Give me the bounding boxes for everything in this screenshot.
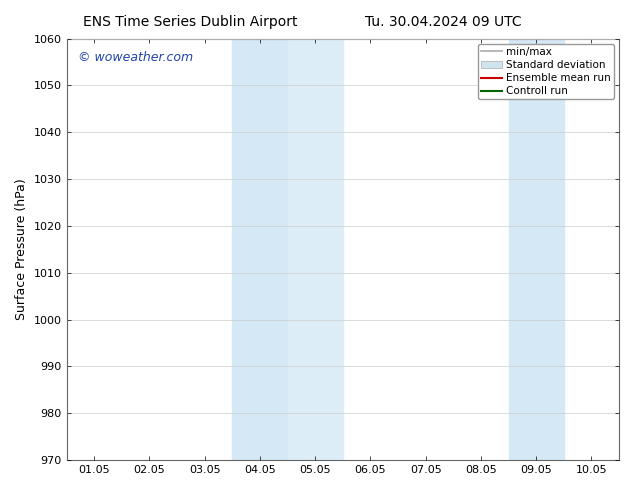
Bar xyxy=(288,39,343,460)
Text: © woweather.com: © woweather.com xyxy=(77,51,193,64)
Y-axis label: Surface Pressure (hPa): Surface Pressure (hPa) xyxy=(15,178,28,320)
Text: Tu. 30.04.2024 09 UTC: Tu. 30.04.2024 09 UTC xyxy=(365,15,522,29)
Legend: min/max, Standard deviation, Ensemble mean run, Controll run: min/max, Standard deviation, Ensemble me… xyxy=(478,44,614,99)
Text: ENS Time Series Dublin Airport: ENS Time Series Dublin Airport xyxy=(83,15,297,29)
Bar xyxy=(508,39,564,460)
Bar xyxy=(232,39,288,460)
